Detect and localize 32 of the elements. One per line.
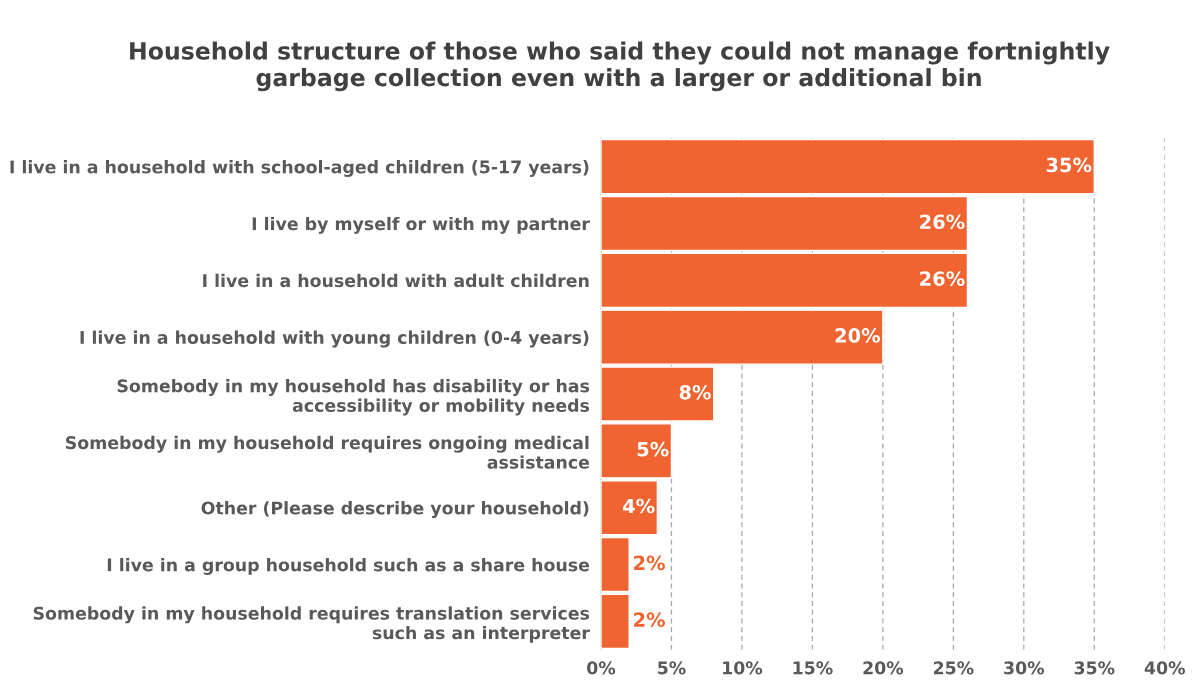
bar xyxy=(601,536,630,593)
x-tick-label: 15% xyxy=(793,661,833,675)
data-label: 20% xyxy=(835,328,880,343)
data-label: 35% xyxy=(1046,157,1092,173)
bar xyxy=(601,138,1095,195)
data-label: 26% xyxy=(920,214,965,230)
x-tick-label: 10% xyxy=(723,661,763,675)
bar xyxy=(601,593,630,650)
data-label: 8% xyxy=(679,384,711,400)
x-tick-label: 0% xyxy=(587,661,616,675)
y-tick-label: I live in a household with adult children xyxy=(203,273,589,288)
y-tick-label: Somebody in my household requires translation services such as an interpreter xyxy=(33,606,590,643)
bar xyxy=(601,195,969,252)
y-tick-label: Somebody in my household has disability or has accessibility or mobility needs xyxy=(117,378,590,416)
x-tick-label: 25% xyxy=(933,661,974,675)
y-tick-label: I live in a household with school-aged children (5-17 years) xyxy=(10,160,589,177)
y-tick-label: I live in a group household such as a share house xyxy=(107,557,590,575)
data-label: 5% xyxy=(637,441,669,457)
x-tick-label: 35% xyxy=(1074,661,1115,675)
data-label: 2% xyxy=(634,555,665,571)
y-tick-label: I live by myself or with my partner xyxy=(252,216,590,234)
y-tick-label: Somebody in my household requires ongoing medical assistance xyxy=(66,435,590,469)
x-tick-label: 30% xyxy=(1004,661,1045,675)
chart-title: Household structure of those who said they could not manage fortnightly garbage collection even with a larger or additional bin xyxy=(130,41,1110,92)
y-tick-label: I live in a household with young children (0-4 years) xyxy=(80,330,589,348)
data-label: 26% xyxy=(920,271,965,286)
data-label: 4% xyxy=(622,498,655,514)
x-tick-label: 40% xyxy=(1144,661,1185,675)
x-tick-label: 5% xyxy=(658,661,686,675)
y-tick-label: Other (Please describe your household) xyxy=(201,501,589,519)
data-label: 2% xyxy=(634,612,665,628)
x-tick-label: 20% xyxy=(863,661,904,675)
